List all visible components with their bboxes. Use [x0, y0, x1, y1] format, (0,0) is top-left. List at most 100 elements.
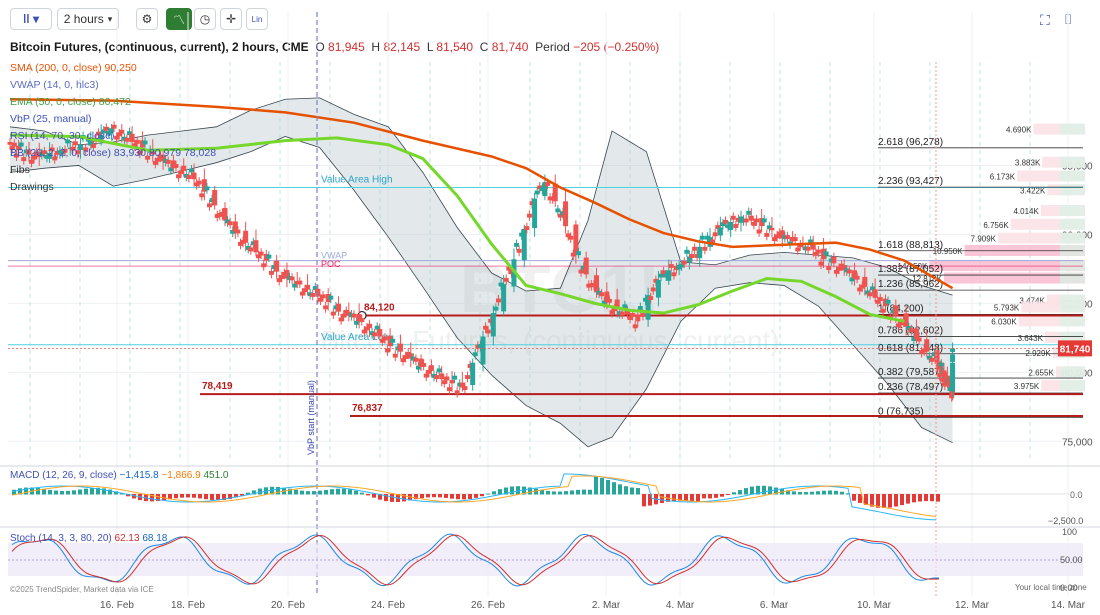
candle-body	[692, 246, 698, 251]
macd-histogram-bar	[438, 494, 442, 498]
candle-body	[622, 304, 628, 309]
candle-body	[545, 182, 550, 186]
candle-body	[790, 236, 796, 242]
candle-body	[880, 308, 886, 313]
support-resistance-label: 78,419	[202, 381, 233, 392]
candle-body	[155, 157, 161, 162]
candle-body	[111, 124, 117, 129]
legend-item[interactable]: RSI (14, 70, 30, close)	[10, 130, 114, 142]
macd-histogram-bar	[534, 488, 538, 495]
candle-body	[898, 321, 904, 326]
candle-body	[668, 264, 674, 268]
macd-histogram-bar	[420, 494, 424, 499]
crosshair-button[interactable]: ✛	[220, 8, 242, 30]
main-pane-bg	[0, 62, 1100, 462]
candle-body	[826, 266, 832, 270]
candle-body	[436, 368, 442, 373]
candle-body	[96, 131, 102, 136]
candle-body	[857, 287, 863, 292]
x-tick-label: 24. Feb	[371, 600, 405, 611]
candle-body	[330, 311, 336, 316]
candle-body	[645, 295, 651, 320]
settings-button[interactable]: ⚙	[136, 8, 158, 30]
candle-body	[689, 254, 695, 258]
legend-item[interactable]: SMA (200, 0, close) 90,250	[10, 62, 137, 74]
candle-body	[862, 276, 868, 287]
candle-body	[103, 126, 109, 131]
candle-body	[121, 136, 127, 141]
stoch-y-tick: 0.00	[1060, 583, 1078, 593]
fullscreen-icon[interactable]: ⛶	[1040, 12, 1050, 28]
interval-select[interactable]: 2 hours ▾	[57, 8, 119, 30]
candle-body	[643, 297, 649, 302]
macd-histogram-bar	[456, 494, 460, 500]
volume-profile-label: 7.909K	[971, 235, 997, 244]
macd-histogram-bar	[678, 494, 682, 501]
close-value: 81,740	[491, 40, 529, 54]
lin-button[interactable]: Lin	[246, 8, 268, 30]
macd-histogram-bar	[336, 488, 340, 495]
macd-histogram-bar	[816, 491, 820, 495]
auto-trend-button[interactable]: 〽	[166, 8, 192, 30]
macd-histogram-bar	[858, 494, 862, 503]
candle-body	[199, 193, 205, 198]
macd-histogram-bar	[210, 494, 214, 500]
legend-item[interactable]: EMA (50, 0, close) 86,472	[10, 96, 131, 108]
candle-body	[9, 146, 15, 150]
x-tick-label: 26. Feb	[471, 600, 505, 611]
footer-timezone: Your local time zone	[1015, 583, 1087, 592]
candle-body	[934, 350, 940, 365]
candle-body	[699, 235, 705, 240]
macd-histogram-bar	[900, 494, 904, 506]
candle-body	[823, 251, 829, 256]
chart-type-button[interactable]: ǀǀ ▾	[10, 8, 52, 30]
vbp-start-label: VbP start (manual)	[306, 380, 316, 455]
candle-body	[325, 294, 331, 302]
candle-body	[348, 313, 354, 318]
candle-body	[160, 155, 166, 162]
candle-body	[735, 217, 741, 222]
legend-item[interactable]: Drawings	[10, 181, 54, 193]
candle-body	[485, 329, 491, 334]
candle-body	[606, 298, 612, 303]
candle-body	[276, 278, 282, 283]
last-price-tag	[1058, 340, 1092, 357]
macd-histogram-bar	[42, 488, 46, 495]
macd-histogram-bar	[504, 487, 508, 495]
macd-histogram-bar	[888, 494, 892, 508]
macd-histogram-bar	[612, 482, 616, 495]
replay-button[interactable]: ◷	[194, 8, 216, 30]
candle-body	[18, 142, 24, 147]
fib-level-label: 0.618 (81,348)	[878, 343, 943, 354]
candle-body	[751, 222, 757, 226]
macd-histogram-bar	[114, 491, 118, 495]
legend-label: BB (20, 2, 2, 0, close)	[10, 147, 114, 159]
macd-histogram-bar	[156, 494, 160, 502]
candle-body	[364, 326, 370, 331]
legend-item[interactable]: Fibs	[10, 164, 30, 176]
candle-body	[924, 339, 930, 352]
macd-histogram-bar	[492, 491, 496, 495]
candle-body	[604, 291, 610, 302]
volume-profile-bar	[1010, 218, 1085, 230]
candle-body	[743, 218, 749, 223]
macd-histogram-bar	[588, 489, 592, 495]
macd-histogram-bar	[378, 494, 382, 500]
volume-profile-label: 5.793K	[994, 304, 1020, 313]
macd-histogram-bar	[252, 490, 256, 495]
macd-histogram-bar	[48, 489, 52, 495]
macd-histogram-bar	[354, 490, 358, 495]
open-value: 81,945	[328, 40, 365, 54]
legend-item[interactable]: VbP (25, manual)	[10, 113, 92, 125]
macd-histogram-bar	[426, 494, 430, 498]
legend-item[interactable]: BB (20, 2, 2, 0, close) 83,930 80,979 78…	[10, 147, 216, 159]
candle-body	[333, 305, 339, 310]
candle-body	[725, 224, 731, 229]
candle-body	[299, 291, 305, 296]
macd-histogram-bar	[594, 476, 598, 495]
macd-histogram-bar	[384, 494, 388, 502]
candle-body	[803, 246, 808, 251]
legend-item[interactable]: VWAP (14, 0, hlc3)	[10, 79, 99, 91]
candle-body	[31, 155, 37, 160]
